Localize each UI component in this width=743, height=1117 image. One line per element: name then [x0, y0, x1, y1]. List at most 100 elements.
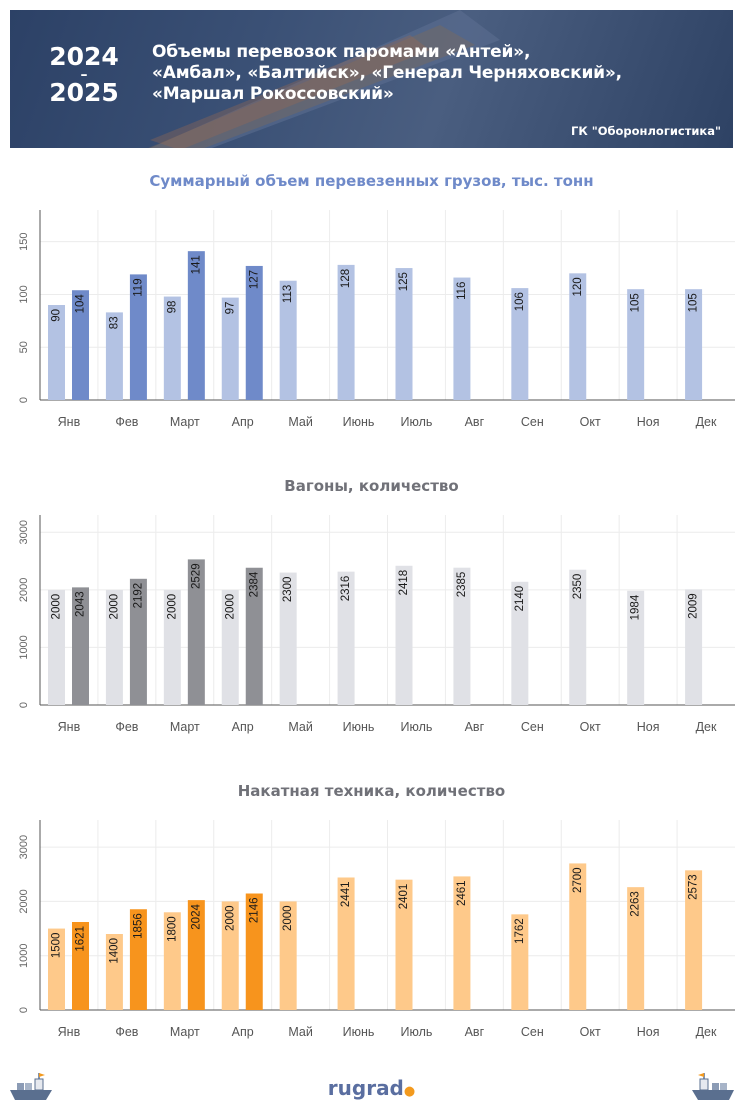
y-tick-label: 1000 — [18, 943, 30, 967]
bar-data-label: 2146 — [248, 898, 260, 924]
x-tick-label: Май — [288, 415, 313, 429]
bar-vehicles-2024 — [453, 876, 471, 1010]
bar-vehicles-2025 — [72, 922, 89, 1010]
x-tick-label: Май — [288, 1025, 313, 1039]
bar-data-label: 97 — [224, 302, 236, 315]
bar-data-label: 2024 — [190, 904, 202, 930]
bar-vehicles-2025 — [187, 900, 205, 1010]
x-tick-label: Фев — [115, 720, 138, 734]
bar-cargo-2024 — [569, 273, 587, 400]
y-tick-label: 0 — [18, 702, 30, 708]
y-tick-label: 0 — [18, 1007, 30, 1013]
x-tick-label: Ноя — [637, 415, 660, 429]
bar-data-label: 2461 — [456, 880, 468, 906]
bar-wagons-2024 — [279, 572, 297, 705]
bar-data-label: 2573 — [688, 874, 700, 900]
bar-vehicles-2024 — [511, 914, 529, 1010]
y-tick-label: 3000 — [18, 835, 30, 859]
bar-vehicles-2024 — [163, 912, 181, 1010]
page-title: Объемы перевозок паромами «Антей», «Амба… — [152, 42, 622, 104]
x-tick-label: Март — [170, 720, 200, 734]
x-tick-label: Ноя — [637, 1025, 660, 1039]
x-tick-label: Окт — [580, 720, 601, 734]
bar-data-label: 127 — [248, 270, 260, 289]
ship-icon-left — [10, 1073, 52, 1100]
bar-wagons-2025 — [72, 587, 89, 705]
bar-wagons-2024 — [569, 569, 587, 705]
ship-icon-right — [692, 1073, 734, 1100]
bar-data-label: 1400 — [108, 938, 120, 964]
bar-data-label: 2418 — [398, 570, 410, 596]
bar-vehicles-2024 — [221, 901, 239, 1010]
chart-title-cargo: Суммарный объем перевезенных грузов, тыс… — [149, 172, 594, 190]
bar-vehicles-2024 — [48, 928, 65, 1010]
bar-cargo-2025 — [72, 290, 89, 400]
bar-data-label: 1500 — [51, 933, 63, 959]
bar-data-label: 105 — [688, 293, 700, 312]
x-tick-label: Июнь — [343, 1025, 375, 1039]
header-banner: 2024 – 2025 Объемы перевозок паромами «А… — [10, 10, 733, 148]
bar-wagons-2024 — [395, 565, 413, 705]
x-tick-label: Янв — [58, 415, 81, 429]
y-tick-label: 2000 — [18, 578, 30, 602]
bar-data-label: 1984 — [630, 594, 642, 620]
bar-vehicles-2024 — [395, 879, 413, 1010]
bar-wagons-2024 — [627, 590, 645, 705]
x-tick-label: Дек — [696, 415, 717, 429]
y-tick-label: 3000 — [18, 520, 30, 544]
chart-cargo: 0 50 100 150 Янв 90 104 Фев 83 119 Март 98 141 Апр 97 1… — [18, 210, 735, 429]
bar-data-label: 2140 — [514, 586, 526, 612]
bar-data-label: 2043 — [75, 591, 87, 617]
bar-vehicles-2025 — [245, 893, 263, 1010]
x-tick-label: Июнь — [343, 720, 375, 734]
chart-vehicles: 0 1000 2000 3000 Янв 1500 1621 Фев 1400 1856 Март 1… — [18, 820, 735, 1039]
rugrad-logo: rugrad● — [0, 1076, 743, 1100]
y-tick-label: 1000 — [18, 635, 30, 659]
chart-wagons: 0 1000 2000 3000 Янв 2000 2043 Фев 2000 2192 Март 2… — [18, 515, 735, 734]
bar-vehicles-2024 — [337, 877, 355, 1010]
bar-data-label: 90 — [51, 309, 63, 322]
bar-cargo-2024 — [279, 280, 297, 400]
bar-cargo-2024 — [163, 296, 181, 400]
bar-data-label: 1621 — [75, 926, 87, 952]
y-tick-label: 150 — [18, 232, 30, 250]
bar-wagons-2024 — [221, 589, 239, 705]
bar-data-label: 120 — [572, 277, 584, 296]
x-tick-label: Окт — [580, 1025, 601, 1039]
x-tick-label: Апр — [232, 720, 254, 734]
bar-vehicles-2025 — [129, 909, 147, 1010]
bar-wagons-2025 — [129, 578, 147, 705]
bar-data-label: 1856 — [132, 913, 144, 939]
bar-data-label: 2000 — [166, 594, 178, 620]
bar-data-label: 2700 — [572, 867, 584, 893]
bar-vehicles-2024 — [105, 934, 123, 1010]
bar-cargo-2024 — [685, 289, 703, 400]
x-tick-label: Янв — [58, 720, 81, 734]
bar-wagons-2024 — [337, 571, 355, 705]
x-tick-label: Авг — [465, 720, 485, 734]
x-tick-label: Авг — [465, 1025, 485, 1039]
bar-data-label: 116 — [456, 282, 468, 300]
x-tick-label: Март — [170, 1025, 200, 1039]
y-tick-label: 50 — [18, 341, 30, 353]
bar-data-label: 113 — [282, 285, 294, 303]
rugrad-logo-dot: ● — [403, 1084, 416, 1099]
bar-cargo-2024 — [221, 297, 239, 400]
bar-cargo-2025 — [245, 265, 263, 400]
x-tick-label: Сен — [521, 415, 544, 429]
x-tick-label: Фев — [115, 1025, 138, 1039]
bar-data-label: 141 — [190, 255, 202, 274]
bar-data-label: 125 — [398, 272, 410, 291]
bar-vehicles-2024 — [685, 870, 703, 1010]
bar-vehicles-2024 — [279, 901, 297, 1010]
bar-data-label: 1800 — [166, 916, 178, 942]
bar-vehicles-2024 — [627, 887, 645, 1010]
bar-data-label: 2000 — [224, 905, 236, 931]
bar-data-label: 83 — [108, 316, 120, 329]
x-tick-label: Июнь — [343, 415, 375, 429]
bar-cargo-2024 — [48, 305, 65, 400]
bar-data-label: 2401 — [398, 884, 410, 910]
years-label: 2024 – 2025 — [44, 44, 124, 106]
bar-data-label: 2000 — [108, 594, 120, 620]
bar-wagons-2024 — [163, 589, 181, 705]
